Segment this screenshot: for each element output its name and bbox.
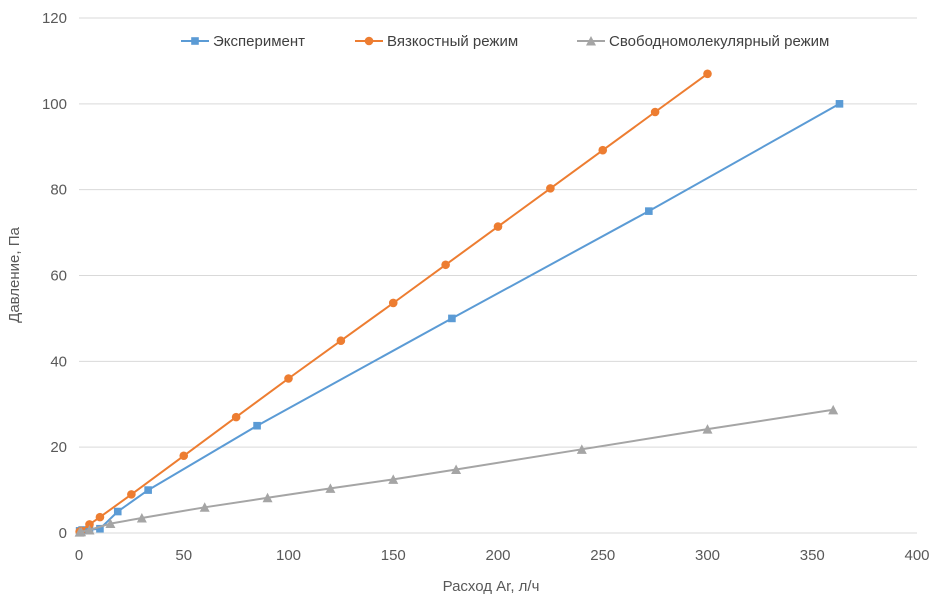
legend-label: Эксперимент xyxy=(213,33,305,50)
data-point xyxy=(650,107,660,117)
x-tick-label: 50 xyxy=(175,547,192,564)
data-point xyxy=(451,464,462,474)
data-point xyxy=(828,404,839,415)
y-tick-label: 20 xyxy=(50,439,67,456)
x-axis-title: Расход Ar, л/ч xyxy=(443,578,540,595)
data-point xyxy=(325,483,336,493)
legend-marker xyxy=(586,36,596,46)
data-point xyxy=(262,492,273,503)
data-point xyxy=(336,336,346,346)
x-tick-label: 350 xyxy=(800,547,825,564)
data-point xyxy=(84,524,95,535)
series-3 xyxy=(74,404,839,537)
x-tick-label: 250 xyxy=(590,547,615,564)
data-point xyxy=(493,222,503,231)
legend-label: Свободномолекулярный режим xyxy=(609,33,829,50)
series-line xyxy=(79,72,709,533)
y-tick-label: 120 xyxy=(42,10,67,27)
data-point xyxy=(388,298,398,308)
x-tick-label: 100 xyxy=(276,547,301,564)
data-point xyxy=(95,512,105,522)
data-point xyxy=(199,502,210,512)
x-tick-label: 400 xyxy=(904,547,929,564)
y-axis-title: Давление, Па xyxy=(6,227,23,323)
data-point xyxy=(113,507,122,516)
legend-label: Вязкостный режим xyxy=(387,33,518,50)
data-point xyxy=(645,207,653,215)
y-tick-label: 0 xyxy=(59,525,67,542)
legend: Эксперимент Вязкостный режим Свободномолек… xyxy=(181,33,829,50)
y-tick-label: 80 xyxy=(50,182,67,199)
data-point xyxy=(576,444,587,454)
series-2 xyxy=(75,69,712,537)
x-tick-label: 0 xyxy=(75,547,83,564)
series-layer xyxy=(74,69,844,537)
data-point xyxy=(96,524,104,533)
data-point xyxy=(441,260,450,270)
y-tick-label: 40 xyxy=(50,353,67,370)
data-point xyxy=(388,474,399,484)
x-tick-label: 200 xyxy=(485,547,510,564)
data-point xyxy=(546,184,555,193)
y-tick-labels: 0 20 40 60 80 100 120 xyxy=(42,10,67,542)
legend-item: Свободномолекулярный режим xyxy=(577,33,829,50)
data-point xyxy=(76,526,87,537)
data-point xyxy=(179,451,189,461)
data-point xyxy=(284,374,293,383)
legend-marker xyxy=(364,36,374,46)
legend-item: Вязкостный режим xyxy=(355,33,518,50)
data-point xyxy=(835,100,844,108)
grid-lines xyxy=(79,17,917,534)
legend-item: Эксперимент xyxy=(181,33,305,50)
data-point xyxy=(702,424,713,434)
data-point xyxy=(231,412,241,422)
data-point xyxy=(703,69,712,79)
data-point xyxy=(448,314,456,323)
data-point xyxy=(253,421,261,430)
data-point xyxy=(598,145,608,155)
data-point xyxy=(144,486,152,494)
x-tick-labels: 0 50 100 150 200 250 300 350 400 xyxy=(75,547,930,564)
x-tick-label: 150 xyxy=(381,547,406,564)
data-point xyxy=(127,490,136,499)
y-tick-label: 60 xyxy=(50,268,67,285)
data-point xyxy=(136,512,147,523)
data-point xyxy=(85,520,94,529)
series-line xyxy=(79,102,840,532)
x-tick-label: 300 xyxy=(695,547,720,564)
y-tick-label: 100 xyxy=(42,96,67,113)
legend-marker xyxy=(191,37,199,45)
data-point xyxy=(105,518,116,529)
